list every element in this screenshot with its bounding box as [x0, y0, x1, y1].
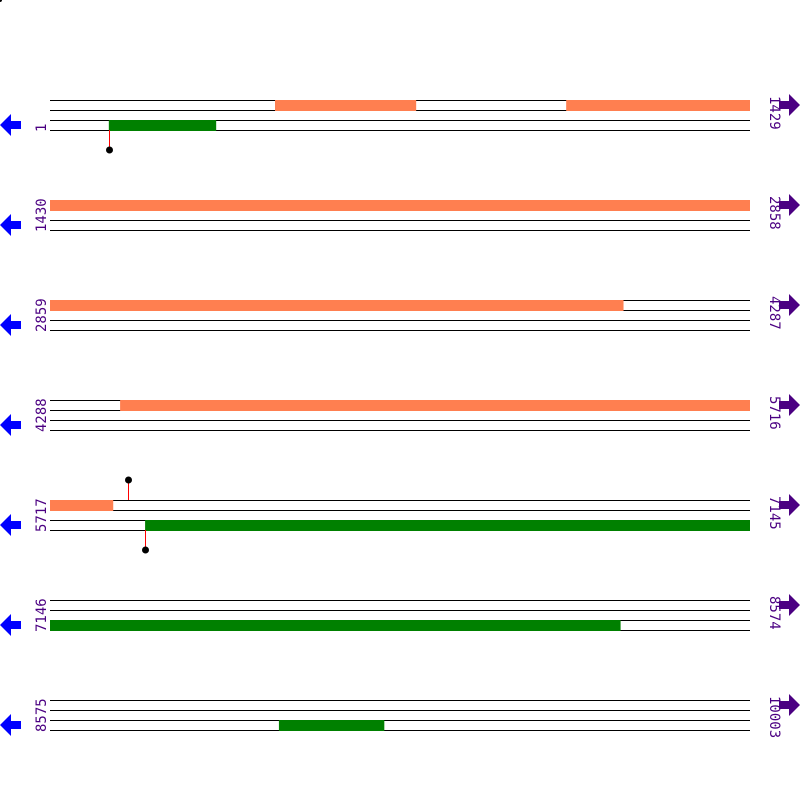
row-end-label: 10003: [766, 696, 782, 738]
reverse-feature: [145, 520, 751, 531]
forward-feature: [50, 200, 750, 211]
reverse-feature: [50, 620, 621, 631]
arrow-right-icon: [779, 694, 800, 716]
arrow-left-icon: [0, 714, 21, 736]
forward-feature: [120, 400, 751, 411]
arrow-right-icon: [779, 194, 800, 216]
row-start-label: 7146: [34, 598, 50, 632]
row-start-label: 8575: [34, 698, 50, 732]
reverse-feature: [108, 120, 217, 131]
lollipop-head: [106, 146, 113, 154]
arrow-left-icon: [0, 614, 21, 636]
arrow-left-icon: [0, 414, 21, 436]
row-end-label: 4287: [766, 296, 782, 330]
lollipop-marker: [106, 130, 113, 154]
lollipop-marker: [142, 530, 149, 554]
forward-feature: [566, 100, 750, 111]
arrow-right-icon: [779, 294, 800, 316]
sequence-row: 5717 7145: [0, 476, 800, 554]
row-start-label: 4288: [34, 398, 50, 432]
lollipop-head: [125, 476, 132, 484]
arrow-right-icon: [779, 94, 800, 116]
sequence-row: 1 1429: [0, 94, 800, 154]
arrow-left-icon: [0, 514, 21, 536]
sequence-row: 1430 2858: [0, 194, 800, 236]
corner-dot: [0, 0, 2, 2]
arrow-right-icon: [779, 594, 800, 616]
arrow-right-icon: [779, 494, 800, 516]
forward-feature: [50, 300, 624, 311]
forward-feature: [275, 100, 417, 111]
arrow-left-icon: [0, 114, 21, 136]
row-start-label: 1430: [34, 198, 50, 232]
row-end-label: 7145: [766, 496, 782, 530]
row-start-label: 2859: [34, 298, 50, 332]
arrow-right-icon: [779, 394, 800, 416]
lollipop-marker: [125, 476, 132, 500]
sequence-row: 2859 4287: [0, 294, 800, 336]
sequence-row: 7146 8574: [0, 594, 800, 636]
row-end-label: 8574: [766, 596, 782, 630]
row-end-label: 1429: [766, 96, 782, 130]
lollipop-head: [142, 546, 149, 554]
row-end-label: 2858: [766, 196, 782, 230]
reverse-feature: [278, 720, 385, 731]
sequence-row: 4288 5716: [0, 394, 800, 436]
arrow-left-icon: [0, 214, 21, 236]
sequence-row: 8575 10003: [0, 694, 800, 738]
row-start-label: 1: [34, 124, 50, 132]
forward-feature: [50, 500, 114, 511]
row-start-label: 5717: [34, 498, 50, 532]
arrow-left-icon: [0, 314, 21, 336]
row-end-label: 5716: [766, 396, 782, 430]
